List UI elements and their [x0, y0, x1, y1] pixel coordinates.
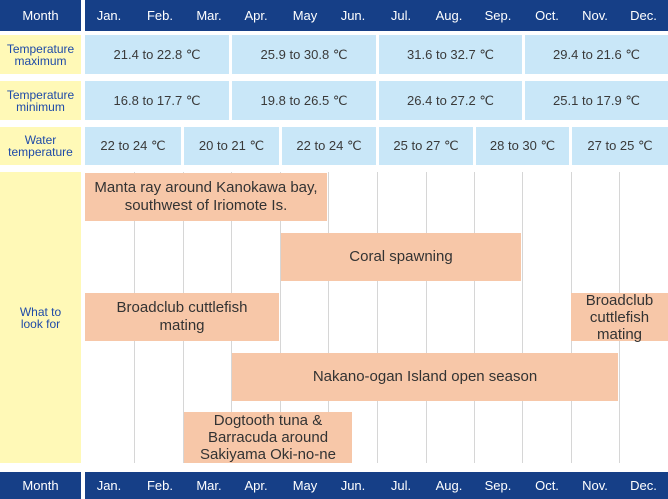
header-month: Feb.: [136, 0, 184, 31]
header-month-label: Month: [0, 0, 81, 31]
event-broadclub-cuttlefish-winter: Broadclub cuttlefish mating: [571, 292, 668, 343]
header-month: Apr.: [232, 0, 280, 31]
water-temp-range: 20 to 21 ℃: [184, 127, 279, 165]
footer-month: Dec.: [619, 472, 668, 499]
event-dogtooth-tuna-barracuda: Dogtooth tuna & Barracuda around Sakiyam…: [184, 412, 352, 463]
grid-line: [377, 172, 378, 463]
header-month: Mar.: [185, 0, 233, 31]
footer-month: Jan.: [85, 472, 133, 499]
event-manta-ray: Manta ray around Kanokawa bay, southwest…: [85, 173, 327, 221]
footer-month-label: Month: [0, 472, 81, 499]
grid-line: [280, 172, 281, 463]
temp-max-range: 29.4 to 21.6 ℃: [525, 35, 668, 74]
temp-min-range: 16.8 to 17.7 ℃: [85, 81, 229, 120]
grid-line: [328, 172, 329, 463]
temp-min-range: 26.4 to 27.2 ℃: [379, 81, 522, 120]
footer-month: Nov.: [571, 472, 619, 499]
grid-line: [426, 172, 427, 463]
water-temp-range: 22 to 24 ℃: [85, 127, 181, 165]
footer-month: Apr.: [232, 472, 280, 499]
temp-max-range: 21.4 to 22.8 ℃: [85, 35, 229, 74]
footer-month: Jul.: [377, 472, 425, 499]
header-month: May: [281, 0, 329, 31]
header-month: Aug.: [425, 0, 473, 31]
water-temp-range: 27 to 25 ℃: [572, 127, 668, 165]
water-temp-range: 28 to 30 ℃: [476, 127, 569, 165]
header-month: Jan.: [85, 0, 133, 31]
event-coral-spawning: Coral spawning: [281, 233, 521, 281]
footer-month: Feb.: [136, 472, 184, 499]
water-temp-range: 25 to 27 ℃: [379, 127, 473, 165]
header-month: Oct.: [523, 0, 571, 31]
footer-month: May: [281, 472, 329, 499]
event-broadclub-cuttlefish-spring: Broadclub cuttlefish mating: [85, 293, 279, 341]
header-month: Nov.: [571, 0, 619, 31]
footer-month: Sep.: [474, 472, 522, 499]
header-month: Jun.: [329, 0, 377, 31]
row-label-temp-min: Temperature minimum: [0, 81, 81, 120]
grid-line: [522, 172, 523, 463]
temp-min-range: 19.8 to 26.5 ℃: [232, 81, 376, 120]
header-month: Sep.: [474, 0, 522, 31]
row-label-water-temp: Water temperature: [0, 127, 81, 165]
temp-max-range: 31.6 to 32.7 ℃: [379, 35, 522, 74]
footer-month: Oct.: [523, 472, 571, 499]
row-label-text: What to look for: [19, 304, 62, 331]
header-month: Jul.: [377, 0, 425, 31]
event-nakano-ogan-open-season: Nakano-ogan Island open season: [232, 353, 618, 401]
water-temp-range: 22 to 24 ℃: [282, 127, 376, 165]
temp-max-range: 25.9 to 30.8 ℃: [232, 35, 376, 74]
row-label-what-to-look-for: What to look for: [0, 172, 81, 463]
temp-min-range: 25.1 to 17.9 ℃: [525, 81, 668, 120]
footer-month: Aug.: [425, 472, 473, 499]
footer-month: Mar.: [185, 472, 233, 499]
row-label-temp-max: Temperature maximum: [0, 35, 81, 74]
header-month: Dec.: [619, 0, 668, 31]
grid-line: [474, 172, 475, 463]
footer-month: Jun.: [329, 472, 377, 499]
